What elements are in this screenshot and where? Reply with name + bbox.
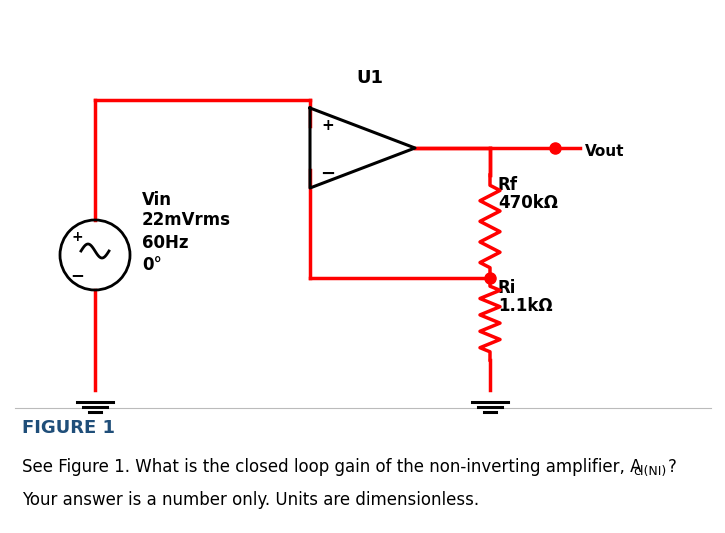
Text: See Figure 1. What is the closed loop gain of the non-inverting amplifier, A: See Figure 1. What is the closed loop ga… [22,458,642,476]
Text: 0°: 0° [142,256,162,274]
Text: Your answer is a number only. Units are dimensionless.: Your answer is a number only. Units are … [22,491,479,509]
Text: 1.1kΩ: 1.1kΩ [498,297,552,315]
Text: Vout: Vout [585,143,624,158]
Text: −: − [70,266,84,284]
Text: Rf: Rf [498,176,518,194]
Text: FIGURE 1: FIGURE 1 [22,419,115,437]
Text: −: − [320,165,336,183]
Text: 60Hz: 60Hz [142,234,188,252]
Text: ?: ? [668,458,677,476]
Text: cl(NI): cl(NI) [633,464,666,478]
Text: U1: U1 [357,69,384,87]
Text: +: + [322,118,334,133]
Text: 470kΩ: 470kΩ [498,194,558,212]
Text: Ri: Ri [498,279,516,297]
Text: 22mVrms: 22mVrms [142,211,231,229]
Text: +: + [71,230,83,244]
Text: Vin: Vin [142,191,172,209]
